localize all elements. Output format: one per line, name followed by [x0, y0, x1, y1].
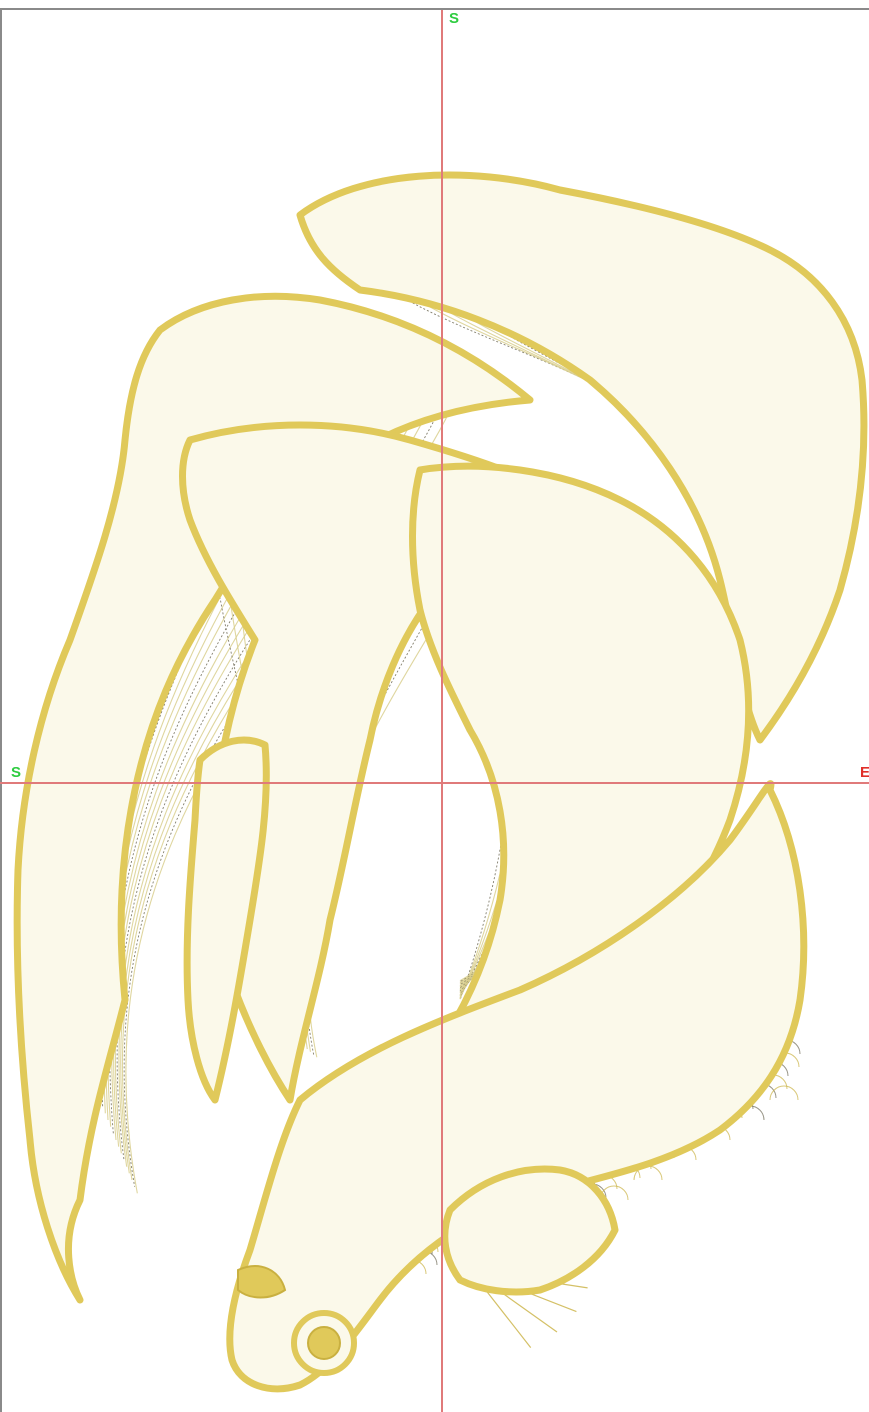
fish-body: [226, 780, 808, 1393]
fish-pupil: [307, 1326, 341, 1360]
horizontal-crosshair-line: [0, 782, 869, 784]
lower-left-fin: [183, 736, 270, 1104]
start-marker-left: S: [11, 764, 22, 781]
upper-fin: [296, 171, 868, 744]
body-scale: [769, 1085, 799, 1101]
canvas-frame-top: [0, 8, 869, 10]
left-fin: [13, 292, 534, 1304]
start-marker-top: S: [449, 10, 460, 27]
inner-fin-stitch: [459, 539, 515, 1001]
vertical-crosshair-line: [441, 10, 443, 1412]
canvas-frame-left: [0, 8, 2, 1412]
fish-mouth: [237, 1265, 287, 1299]
end-marker-right: E: [860, 764, 869, 781]
ventral-fin: [441, 1165, 619, 1296]
